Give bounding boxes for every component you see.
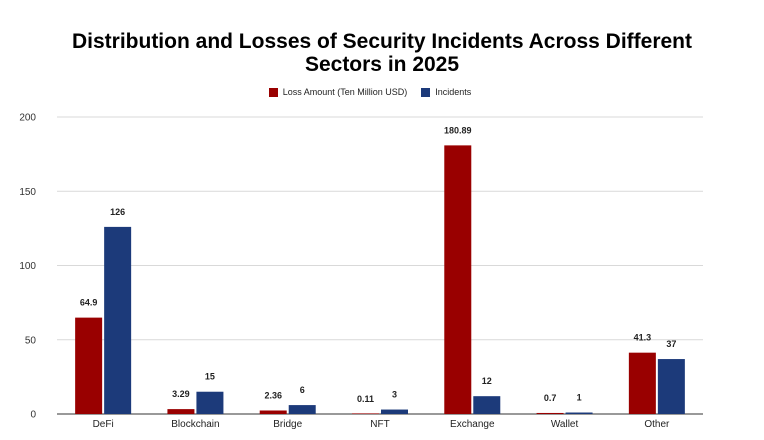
bar-loss-blockchain xyxy=(167,409,195,414)
y-tick-label-50: 50 xyxy=(25,335,37,346)
legend-item-loss: Loss Amount (Ten Million USD) xyxy=(268,87,408,97)
data-label-loss-exchange: 180.89 xyxy=(444,125,472,135)
x-tick-label-wallet: Wallet xyxy=(551,419,579,430)
data-label-loss-nft: 0.11 xyxy=(357,394,374,404)
bar-loss-exchange xyxy=(444,145,472,414)
chart-title: Distribution and Losses of Security Inci… xyxy=(20,30,744,76)
y-tick-label-0: 0 xyxy=(30,410,36,421)
data-label-loss-other: 41.3 xyxy=(634,333,652,343)
bar-loss-other xyxy=(628,352,656,414)
legend-label-incidents: Incidents xyxy=(435,87,472,97)
x-tick-label-blockchain: Blockchain xyxy=(171,419,219,430)
data-label-incidents-nft: 3 xyxy=(392,390,397,400)
bar-incidents-defi xyxy=(104,226,132,414)
data-label-loss-blockchain: 3.29 xyxy=(172,389,190,399)
y-tick-label-200: 200 xyxy=(19,113,36,124)
data-label-loss-bridge: 2.36 xyxy=(264,390,282,400)
bar-incidents-blockchain xyxy=(196,391,224,414)
chart-title-line-1: Distribution and Losses of Security Inci… xyxy=(71,30,692,53)
x-tick-label-defi: DeFi xyxy=(93,419,114,430)
data-label-incidents-bridge: 6 xyxy=(300,385,305,395)
data-label-loss-wallet: 0.7 xyxy=(544,393,557,403)
x-tick-label-bridge: Bridge xyxy=(273,419,302,430)
bar-loss-bridge xyxy=(259,410,287,414)
data-label-incidents-defi: 126 xyxy=(110,207,125,217)
bar-incidents-nft xyxy=(381,409,408,414)
data-label-incidents-exchange: 12 xyxy=(482,376,492,386)
data-label-incidents-blockchain: 15 xyxy=(205,372,215,382)
x-tick-label-other: Other xyxy=(644,419,670,430)
chart-title-line-2: Sectors in 2025 xyxy=(304,53,460,76)
y-tick-label-100: 100 xyxy=(19,261,36,272)
legend-swatch-incidents xyxy=(421,87,431,97)
bar-incidents-exchange xyxy=(473,396,501,414)
chart-legend: Loss Amount (Ten Million USD) Incidents xyxy=(0,87,740,97)
bar-incidents-other xyxy=(657,359,685,414)
bar-loss-nft xyxy=(352,413,379,414)
legend-label-loss: Loss Amount (Ten Million USD) xyxy=(282,87,408,97)
x-tick-label-exchange: Exchange xyxy=(450,419,495,430)
bar-loss-wallet xyxy=(536,412,564,414)
bar-loss-defi xyxy=(75,317,103,414)
x-tick-label-nft: NFT xyxy=(370,419,389,430)
legend-item-incidents: Incidents xyxy=(421,87,471,97)
bar-incidents-wallet xyxy=(565,412,593,414)
data-label-incidents-other: 37 xyxy=(666,339,676,349)
y-tick-label-150: 150 xyxy=(19,187,36,198)
legend-swatch-loss xyxy=(268,87,278,97)
data-label-loss-defi: 64.9 xyxy=(80,298,98,308)
bar-incidents-bridge xyxy=(288,405,316,414)
data-label-incidents-wallet: 1 xyxy=(577,393,582,403)
